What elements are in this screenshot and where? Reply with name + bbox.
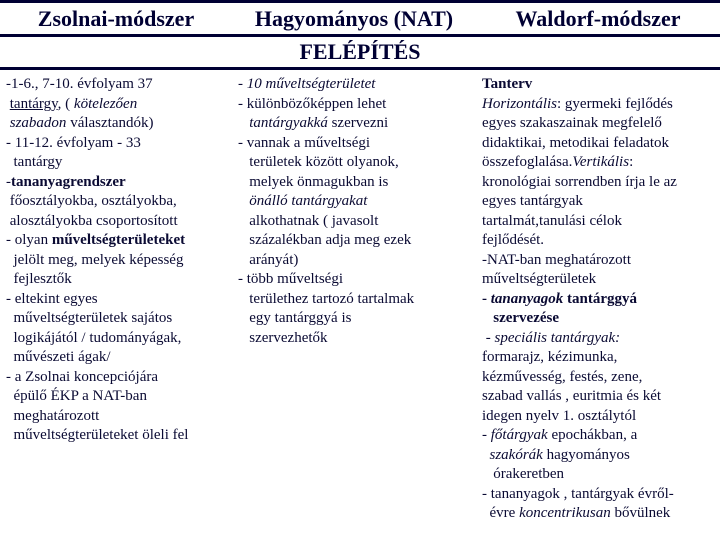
- header-cell-waldorf: Waldorf-módszer: [476, 2, 720, 36]
- body-cell-zsolnai: -1-6., 7-10. évfolyam 37 tantárgy, ( köt…: [0, 69, 232, 528]
- section-title: FELÉPÍTÉS: [0, 36, 720, 69]
- comparison-table: Zsolnai-módszer Hagyományos (NAT) Waldor…: [0, 0, 720, 528]
- header-cell-hagyomanyos: Hagyományos (NAT): [232, 2, 476, 36]
- body-row: -1-6., 7-10. évfolyam 37 tantárgy, ( köt…: [0, 69, 720, 528]
- header-row: Zsolnai-módszer Hagyományos (NAT) Waldor…: [0, 2, 720, 36]
- body-cell-hagyomanyos: - 10 műveltségterületet- különbözőképpen…: [232, 69, 476, 528]
- section-row: FELÉPÍTÉS: [0, 36, 720, 69]
- body-cell-waldorf: TantervHorizontális: gyermeki fejlődéseg…: [476, 69, 720, 528]
- header-cell-zsolnai: Zsolnai-módszer: [0, 2, 232, 36]
